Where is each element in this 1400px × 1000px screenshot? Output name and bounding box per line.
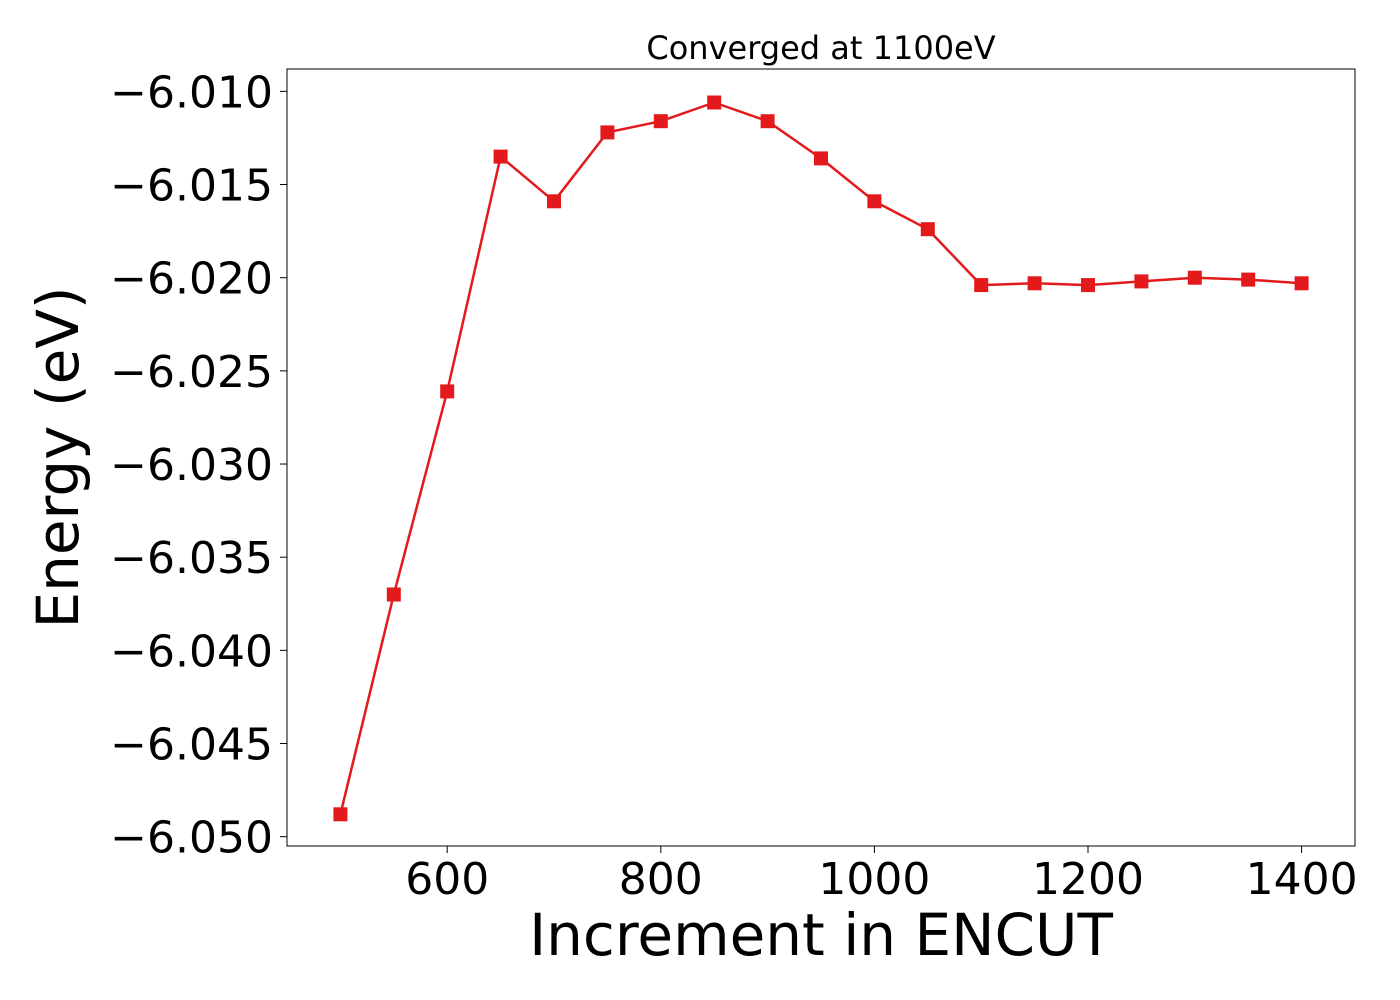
data-point-marker xyxy=(974,278,989,293)
y-tick-label: −6.025 xyxy=(110,347,273,398)
y-tick-label: −6.040 xyxy=(110,626,273,677)
y-tick-label: −6.050 xyxy=(110,813,273,864)
data-point-marker xyxy=(867,194,882,209)
x-tick-label: 1400 xyxy=(1246,854,1358,905)
y-tick-label: −6.030 xyxy=(110,440,273,491)
y-tick-label: −6.010 xyxy=(110,67,273,118)
chart-title: Converged at 1100eV xyxy=(646,29,995,67)
data-point-marker xyxy=(1134,274,1149,289)
data-point-marker xyxy=(1027,276,1042,291)
x-tick-label: 600 xyxy=(405,854,489,905)
y-tick-label: −6.015 xyxy=(110,161,273,212)
data-point-marker xyxy=(1241,272,1256,287)
y-tick-label: −6.035 xyxy=(110,533,273,584)
x-axis-title: Increment in ENCUT xyxy=(529,901,1113,969)
series-line xyxy=(339,101,1302,815)
data-point-marker xyxy=(1187,270,1202,285)
data-point-marker xyxy=(920,222,935,237)
x-tick-label: 1200 xyxy=(1032,854,1144,905)
y-tick-label: −6.045 xyxy=(110,720,273,771)
y-tick-label: −6.020 xyxy=(110,254,273,305)
data-point-marker xyxy=(547,194,561,209)
data-point-marker xyxy=(653,114,668,129)
data-point-marker xyxy=(386,587,401,602)
data-point-marker xyxy=(1294,276,1309,291)
data-point-marker xyxy=(440,384,455,399)
x-tick-label: 1000 xyxy=(818,854,930,905)
x-tick-label: 800 xyxy=(619,854,703,905)
data-point-marker xyxy=(333,807,348,822)
plot-area-frame xyxy=(286,68,1356,847)
series-layer xyxy=(333,95,1309,822)
y-axis: −6.010 −6.015 −6.020 −6.025 −6.030 −6.035 −6.0… xyxy=(110,67,287,864)
y-axis-title: Energy (eV) xyxy=(24,286,92,628)
data-point-marker xyxy=(760,114,775,129)
x-axis: 600 800 1000 1200 1400 xyxy=(405,846,1358,905)
data-point-marker xyxy=(493,149,508,164)
data-point-marker xyxy=(707,95,722,110)
data-point-marker xyxy=(1081,278,1095,293)
data-point-marker xyxy=(814,151,828,166)
data-point-marker xyxy=(600,125,615,140)
